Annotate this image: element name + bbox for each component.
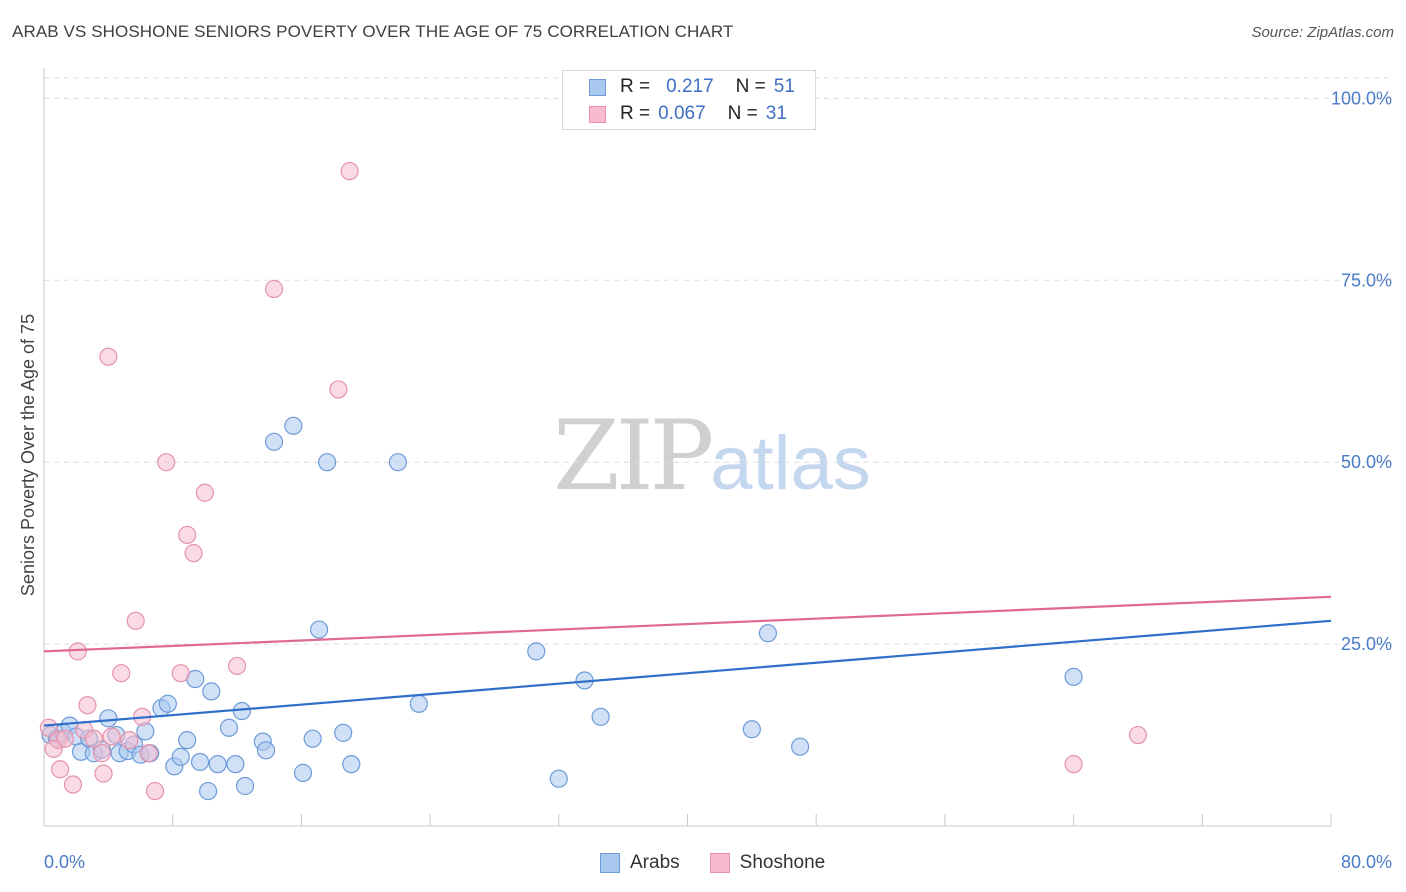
arabs-point xyxy=(293,763,313,782)
legend-n-label: N = xyxy=(727,103,758,124)
shoshone-point xyxy=(120,731,139,750)
legend-n-value: 31 xyxy=(765,103,787,124)
shoshone-point xyxy=(55,729,75,748)
arabs-point xyxy=(527,642,546,661)
arabs-point xyxy=(758,624,778,643)
shoshone-point xyxy=(145,781,165,801)
y-tick-label: 75.0% xyxy=(1341,270,1392,290)
watermark-zip: ZIP xyxy=(553,400,714,512)
legend-r-value: 0.217 xyxy=(666,76,714,97)
legend-label-arabs: Arabs xyxy=(630,852,680,873)
arabs-point xyxy=(318,453,337,472)
shoshone-point xyxy=(99,347,118,366)
y-axis-label: Seniors Poverty Over the Age of 75 xyxy=(18,314,38,596)
watermark: ZIPatlas xyxy=(553,400,871,512)
source-label: Source: ZipAtlas.com xyxy=(1251,24,1394,41)
arabs-point xyxy=(1064,667,1083,686)
shoshone-point xyxy=(340,162,359,181)
grid-layer xyxy=(44,77,1392,645)
legend-n-value: 51 xyxy=(773,76,795,97)
shoshone-point xyxy=(102,727,121,746)
shoshone-swatch-icon xyxy=(589,105,606,123)
legend-label-shoshone: Shoshone xyxy=(739,852,826,873)
arabs-point xyxy=(742,720,761,739)
shoshone-trend-line xyxy=(43,595,1332,653)
legend-row-arabs: R = 0.217 N = 51 xyxy=(589,74,795,100)
shoshone-point xyxy=(39,718,58,737)
arabs-point xyxy=(284,416,303,435)
shoshone-point xyxy=(44,739,63,758)
arabs-point xyxy=(198,781,218,801)
shoshone-point xyxy=(92,744,112,763)
shoshone-point xyxy=(112,664,131,683)
legend-item-shoshone: Shoshone xyxy=(709,852,826,874)
arabs-point xyxy=(303,729,322,748)
arabs-point xyxy=(158,694,177,713)
shoshone-points xyxy=(39,162,1148,801)
legend-row-shoshone: R = 0.067 N = 31 xyxy=(589,101,787,127)
arabs-point xyxy=(264,432,284,451)
arabs-point xyxy=(334,723,353,742)
shoshone-point xyxy=(264,279,284,299)
arabs-point xyxy=(309,620,329,639)
series-legend: Arabs Shoshone xyxy=(600,852,855,874)
shoshone-point xyxy=(126,611,145,630)
shoshone-point xyxy=(1128,725,1148,745)
shoshone-point xyxy=(184,544,203,563)
shoshone-point xyxy=(139,744,158,763)
shoshone-point xyxy=(1064,755,1083,774)
shoshone-point xyxy=(329,380,348,399)
shoshone-point xyxy=(178,525,197,545)
shoshone-point xyxy=(195,483,214,502)
shoshone-point xyxy=(94,764,113,783)
arabs-trend-line xyxy=(43,619,1332,727)
arabs-point xyxy=(342,755,361,774)
arabs-point xyxy=(219,718,239,737)
arabs-point xyxy=(99,709,118,728)
arabs-point xyxy=(591,707,610,726)
arabs-point xyxy=(388,453,408,472)
arabs-point xyxy=(791,737,810,756)
x-tick-label: 0.0% xyxy=(44,852,85,872)
correlation-legend: R = 0.217 N = 51 R = 0.067 N = 31 xyxy=(562,70,816,130)
watermark-atlas: atlas xyxy=(710,421,871,506)
chart-title: ARAB VS SHOSHONE SENIORS POVERTY OVER TH… xyxy=(12,22,734,41)
label-layer: 25.0% 50.0% 75.0% 100.0% 0.0% 80.0% Seniors Po… xyxy=(18,88,1392,872)
arabs-point xyxy=(171,747,190,766)
shoshone-point xyxy=(227,656,247,676)
y-tick-label: 50.0% xyxy=(1341,452,1392,472)
arabs-point xyxy=(190,752,210,772)
arabs-point xyxy=(235,776,255,796)
trend-layer xyxy=(43,595,1332,727)
shoshone-point xyxy=(63,775,83,794)
arabs-point xyxy=(409,694,428,713)
legend-r-label: R = xyxy=(620,76,651,97)
shoshone-point xyxy=(157,453,176,472)
y-tick-label: 100.0% xyxy=(1331,88,1392,108)
arabs-point xyxy=(178,731,197,750)
shoshone-point xyxy=(68,642,87,661)
axis-layer xyxy=(43,68,1332,827)
arabs-point xyxy=(226,755,245,774)
shoshone-legend-icon xyxy=(709,853,730,873)
legend-r-value: 0.067 xyxy=(658,103,706,124)
arabs-point xyxy=(549,769,568,788)
legend-item-arabs: Arabs xyxy=(600,852,680,874)
arabs-point xyxy=(208,755,227,774)
arabs-point xyxy=(202,682,221,701)
shoshone-point xyxy=(50,760,70,779)
arabs-point xyxy=(256,741,276,760)
legend-r-label: R = xyxy=(620,103,651,124)
shoshone-point xyxy=(84,729,103,748)
arabs-legend-icon xyxy=(600,853,620,873)
shoshone-point xyxy=(171,664,190,683)
arabs-swatch-icon xyxy=(589,78,606,96)
arabs-points xyxy=(41,416,1083,801)
y-tick-label: 25.0% xyxy=(1341,634,1392,654)
shoshone-point xyxy=(78,696,97,715)
x-tick-label: 80.0% xyxy=(1341,852,1392,872)
legend-n-label: N = xyxy=(735,76,766,97)
